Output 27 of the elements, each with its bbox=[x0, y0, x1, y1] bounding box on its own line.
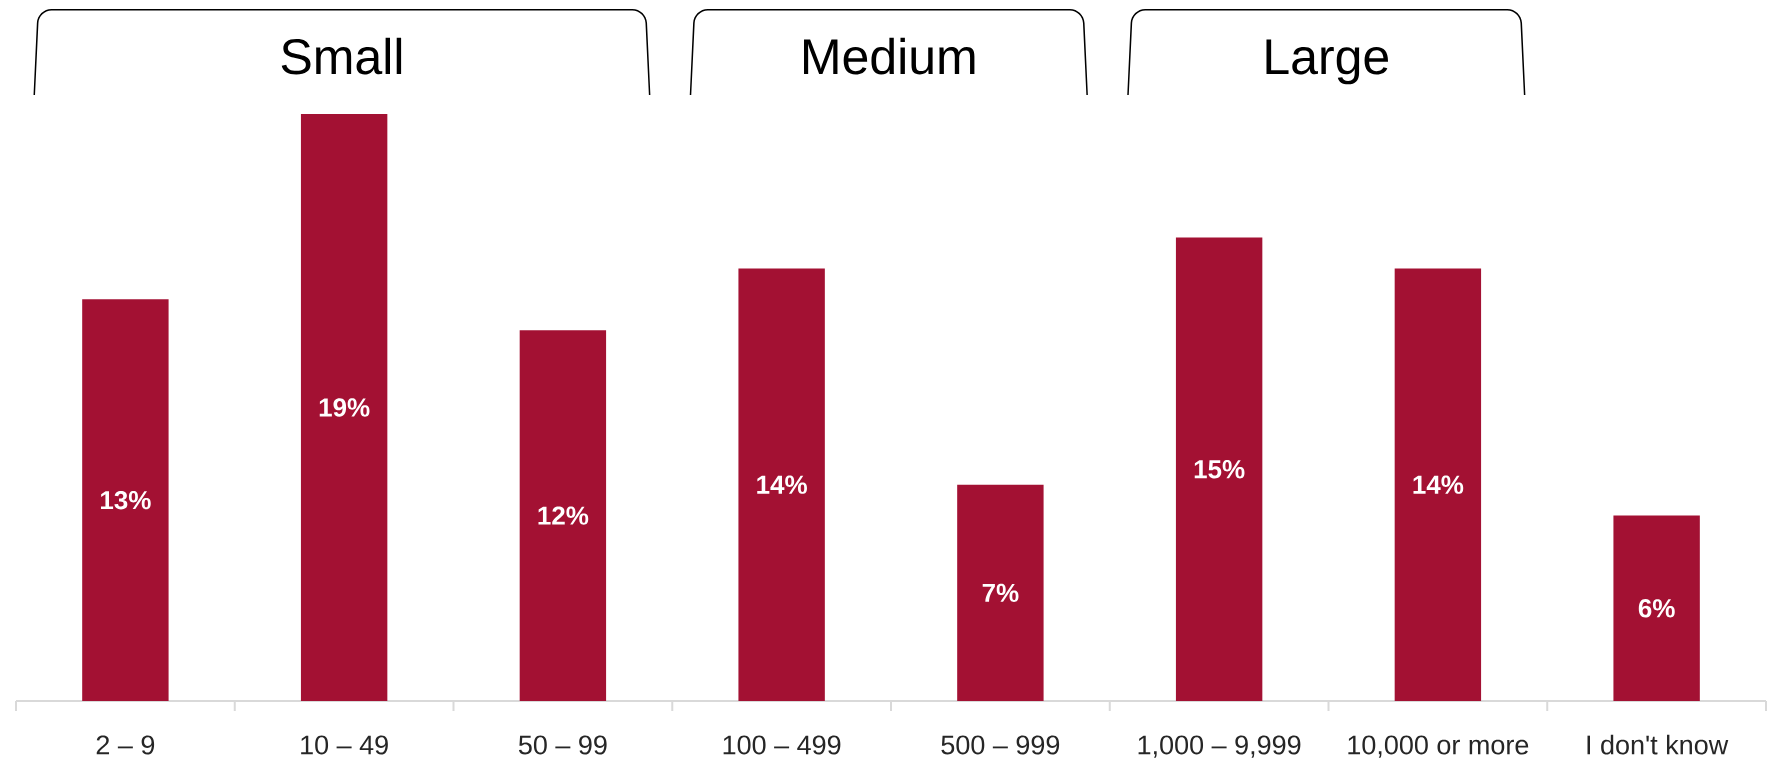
bar bbox=[738, 268, 825, 701]
bar bbox=[300, 113, 388, 701]
x-tick-label: 10 – 49 bbox=[301, 735, 388, 755]
bar bbox=[1613, 515, 1700, 701]
data-label: 19% bbox=[319, 398, 370, 417]
x-tick-label: 50 – 99 bbox=[518, 735, 607, 755]
data-label: 6% bbox=[1638, 599, 1675, 618]
data-label: 15% bbox=[1194, 460, 1245, 479]
data-label: 14% bbox=[757, 475, 807, 494]
x-tick-label: 500 – 999 bbox=[941, 735, 1060, 755]
text: Medium bbox=[804, 37, 975, 75]
x-tick-label: 2 – 9 bbox=[96, 735, 155, 755]
text: Small bbox=[281, 37, 402, 75]
bar bbox=[519, 330, 607, 701]
text: Large bbox=[1266, 39, 1389, 85]
data-label: 14% bbox=[1413, 475, 1464, 494]
bar bbox=[82, 299, 169, 701]
x-tick-label: 10,000 or more bbox=[1348, 735, 1529, 758]
data-label: 13% bbox=[101, 490, 151, 510]
x-tick-label: 100 – 499 bbox=[723, 735, 841, 755]
data-label: 12% bbox=[538, 506, 589, 525]
data-label: 7% bbox=[982, 583, 1019, 602]
bar bbox=[1394, 268, 1482, 701]
bar bbox=[1175, 237, 1263, 701]
x-tick-label: 1,000 – 9,999 bbox=[1138, 735, 1301, 758]
bar bbox=[957, 484, 1044, 701]
x-tick-label: I don't know bbox=[1587, 734, 1729, 755]
